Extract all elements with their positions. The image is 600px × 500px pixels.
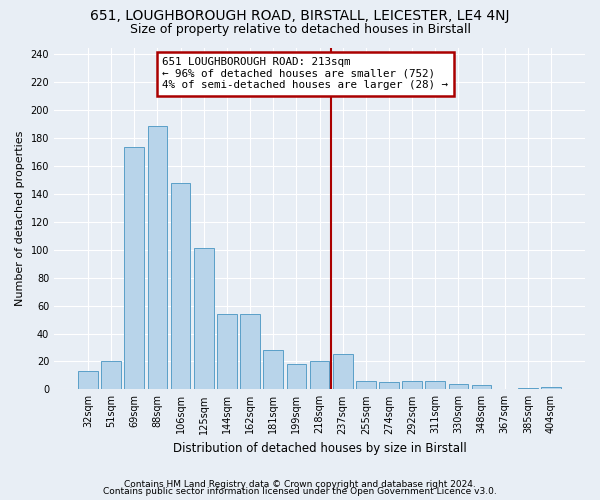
Bar <box>101 362 121 390</box>
Text: 651, LOUGHBOROUGH ROAD, BIRSTALL, LEICESTER, LE4 4NJ: 651, LOUGHBOROUGH ROAD, BIRSTALL, LEICES… <box>90 9 510 23</box>
Bar <box>425 381 445 390</box>
Text: Size of property relative to detached houses in Birstall: Size of property relative to detached ho… <box>130 22 470 36</box>
Bar <box>78 371 98 390</box>
X-axis label: Distribution of detached houses by size in Birstall: Distribution of detached houses by size … <box>173 442 466 455</box>
Bar <box>472 385 491 390</box>
Bar <box>379 382 399 390</box>
Bar <box>333 354 353 390</box>
Bar <box>124 146 144 390</box>
Bar <box>148 126 167 390</box>
Text: Contains HM Land Registry data © Crown copyright and database right 2024.: Contains HM Land Registry data © Crown c… <box>124 480 476 489</box>
Bar <box>240 314 260 390</box>
Text: Contains public sector information licensed under the Open Government Licence v3: Contains public sector information licen… <box>103 487 497 496</box>
Bar <box>217 314 237 390</box>
Bar <box>194 248 214 390</box>
Bar <box>310 362 329 390</box>
Bar <box>263 350 283 390</box>
Bar <box>449 384 468 390</box>
Y-axis label: Number of detached properties: Number of detached properties <box>15 130 25 306</box>
Bar <box>171 183 190 390</box>
Bar <box>518 388 538 390</box>
Bar <box>287 364 306 390</box>
Bar <box>356 381 376 390</box>
Bar <box>402 381 422 390</box>
Bar <box>541 386 561 390</box>
Text: 651 LOUGHBOROUGH ROAD: 213sqm
← 96% of detached houses are smaller (752)
4% of s: 651 LOUGHBOROUGH ROAD: 213sqm ← 96% of d… <box>162 58 448 90</box>
